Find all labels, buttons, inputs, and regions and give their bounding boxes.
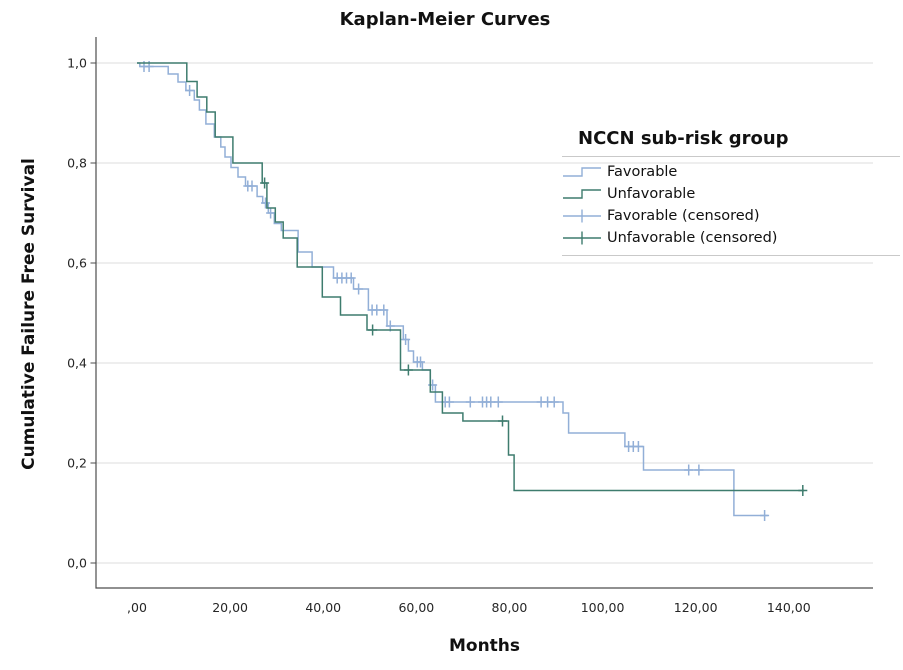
legend-item-label: Unfavorable: [607, 186, 696, 202]
favorable-censor-mark: [346, 272, 356, 284]
favorable-censor-mark: [633, 441, 643, 452]
favorable-censor-mark: [247, 180, 257, 192]
favorable-censor-mark: [549, 396, 559, 408]
favorable-censor-mark: [444, 396, 454, 408]
favorable-censor-mark: [185, 85, 195, 96]
y-tick-label-0,6: 0,6: [67, 256, 87, 271]
unfavorable-censor-mark: [498, 415, 507, 427]
axis-frame: [95, 37, 873, 589]
y-tick-label-0,0: 0,0: [67, 556, 87, 571]
favorable-censor-mark: [694, 464, 704, 476]
legend: NCCN sub-risk group Favorable Unfavorabl…: [562, 128, 900, 256]
x-axis-title: Months: [448, 636, 521, 656]
censored-plus-icon: [563, 209, 601, 223]
x-tick-label-20,00: 20,00: [212, 600, 248, 615]
chart-title: Kaplan-Meier Curves: [339, 9, 551, 30]
favorable-curve: [137, 62, 768, 517]
y-tick-label-0,2: 0,2: [67, 456, 87, 471]
step-line-icon: [563, 189, 601, 199]
favorable-censor-mark: [684, 464, 694, 476]
legend-item-label: Unfavorable (censored): [607, 230, 778, 246]
x-tick-label-,00: ,00: [127, 600, 147, 615]
x-tick-label-60,00: 60,00: [398, 600, 434, 615]
x-tick-label-100,00: 100,00: [581, 600, 625, 615]
legend-item-unfavorable-censored: Unfavorable (censored): [562, 227, 900, 249]
legend-item-favorable: Favorable: [562, 161, 900, 183]
legend-title: NCCN sub-risk group: [562, 128, 900, 157]
y-axis-title: Cumulative Failure Free Survival: [19, 158, 39, 470]
y-tick-label-1,0: 1,0: [67, 56, 87, 71]
favorable-censor-mark: [493, 396, 503, 408]
x-tick-label-120,00: 120,00: [674, 600, 718, 615]
legend-item-label: Favorable (censored): [607, 208, 760, 224]
legend-items: Favorable Unfavorable Favorable (censore…: [562, 157, 900, 256]
favorable-censor-mark: [401, 334, 411, 345]
legend-item-unfavorable: Unfavorable: [562, 183, 900, 205]
unfavorable-censor-mark: [403, 364, 413, 376]
favorable-censor-mark: [465, 396, 475, 408]
legend-item-label: Favorable: [607, 164, 678, 180]
favorable-censor-mark: [379, 304, 389, 316]
favorable-censor-mark: [354, 283, 364, 295]
unfavorable-censor-mark: [260, 177, 270, 189]
y-tick-label-0,8: 0,8: [67, 156, 87, 171]
x-tick-label-40,00: 40,00: [305, 600, 341, 615]
favorable-censor-mark: [416, 356, 425, 368]
unfavorable-censor-mark: [798, 485, 808, 496]
legend-item-favorable-censored: Favorable (censored): [562, 205, 900, 227]
favorable-censor-mark: [266, 207, 276, 219]
favorable-censor-mark: [261, 197, 270, 209]
y-tick-label-0,4: 0,4: [67, 356, 87, 371]
x-tick-label-140,00: 140,00: [767, 600, 811, 615]
favorable-censor-mark: [760, 510, 770, 521]
x-tick-label-80,00: 80,00: [492, 600, 528, 615]
unfavorable-censor-mark: [368, 324, 378, 336]
unfavorable-curve: [137, 62, 805, 492]
censored-plus-icon: [563, 231, 601, 245]
step-line-icon: [563, 167, 601, 177]
